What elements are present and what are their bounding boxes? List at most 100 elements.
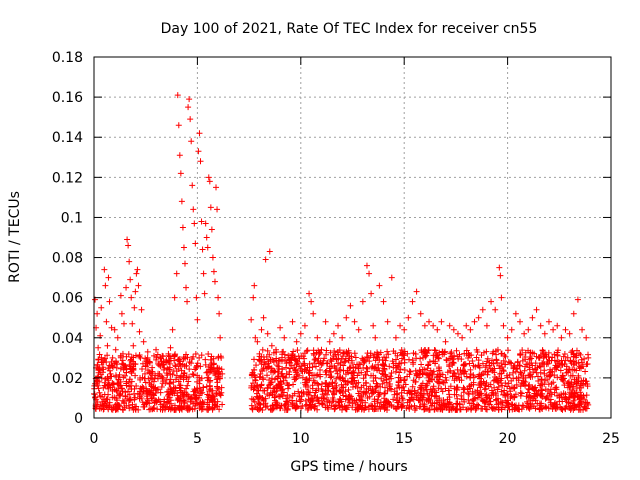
data-point <box>200 399 207 406</box>
data-point <box>106 381 113 388</box>
data-point <box>315 381 322 388</box>
data-point <box>454 387 461 394</box>
data-point <box>396 369 403 376</box>
data-point <box>163 370 170 377</box>
data-point <box>383 398 390 405</box>
data-point <box>115 385 122 392</box>
data-point <box>153 354 160 361</box>
data-point <box>255 399 262 406</box>
data-point <box>190 371 197 378</box>
data-point <box>254 405 261 412</box>
data-point <box>132 372 139 379</box>
data-point <box>585 354 592 361</box>
data-point <box>104 352 111 359</box>
data-point <box>574 296 581 303</box>
data-point <box>475 314 482 321</box>
data-point <box>191 405 198 412</box>
data-point <box>492 377 499 384</box>
data-point <box>102 282 109 289</box>
data-point <box>465 352 472 359</box>
data-point <box>406 368 413 375</box>
data-point <box>253 362 260 369</box>
data-point <box>306 290 313 297</box>
data-point <box>432 358 439 365</box>
data-point <box>281 402 288 409</box>
data-point <box>388 375 395 382</box>
data-point <box>349 370 356 377</box>
data-point <box>171 353 178 360</box>
data-point <box>272 397 279 404</box>
data-point <box>207 204 214 211</box>
data-point <box>269 402 276 409</box>
data-point <box>101 391 108 398</box>
data-point <box>538 376 545 383</box>
data-point <box>399 403 406 410</box>
data-point <box>332 351 339 358</box>
data-point <box>197 399 204 406</box>
data-point <box>542 377 549 384</box>
data-point <box>146 358 153 365</box>
data-point <box>508 326 515 333</box>
y-tick-label: 0.16 <box>52 90 83 106</box>
data-point <box>264 385 271 392</box>
data-point <box>299 368 306 375</box>
data-point <box>505 380 512 387</box>
data-point <box>495 404 502 411</box>
data-point <box>405 356 412 363</box>
data-point <box>424 365 431 372</box>
data-point <box>126 258 133 265</box>
data-point <box>513 405 520 412</box>
data-point <box>138 306 145 313</box>
data-point <box>446 355 453 362</box>
data-point <box>506 371 513 378</box>
data-point <box>347 302 354 309</box>
data-point <box>500 322 507 329</box>
data-point <box>498 294 505 301</box>
data-point <box>284 405 291 412</box>
data-point <box>154 351 161 358</box>
data-point <box>275 382 282 389</box>
data-point <box>496 264 503 271</box>
data-point <box>373 380 380 387</box>
data-point <box>260 397 267 404</box>
data-point <box>564 384 571 391</box>
data-point <box>178 198 185 205</box>
data-point <box>172 387 179 394</box>
data-point <box>166 366 173 373</box>
data-point <box>401 366 408 373</box>
data-point <box>196 130 203 137</box>
data-point <box>500 367 507 374</box>
data-point <box>248 316 255 323</box>
data-point <box>182 355 189 362</box>
data-point <box>376 356 383 363</box>
data-point <box>349 359 356 366</box>
data-point <box>447 368 454 375</box>
data-point <box>476 390 483 397</box>
chart-title: Day 100 of 2021, Rate Of TEC Index for r… <box>161 21 538 37</box>
data-point <box>494 386 501 393</box>
data-point <box>374 400 381 407</box>
data-point <box>421 366 428 373</box>
data-point <box>123 366 130 373</box>
data-point <box>560 378 567 385</box>
data-point <box>470 381 477 388</box>
data-point <box>139 399 146 406</box>
data-point <box>335 322 342 329</box>
data-point <box>414 371 421 378</box>
data-point <box>450 326 457 333</box>
data-point <box>434 397 441 404</box>
data-point <box>186 366 193 373</box>
data-point <box>271 376 278 383</box>
data-point <box>389 358 396 365</box>
data-point <box>384 406 391 413</box>
data-point <box>292 367 299 374</box>
data-point <box>550 326 557 333</box>
data-point <box>494 346 501 353</box>
x-tick-label: 20 <box>499 431 517 447</box>
data-point <box>336 399 343 406</box>
data-point <box>511 393 518 400</box>
data-point <box>392 368 399 375</box>
data-point <box>394 352 401 359</box>
data-point <box>215 369 222 376</box>
